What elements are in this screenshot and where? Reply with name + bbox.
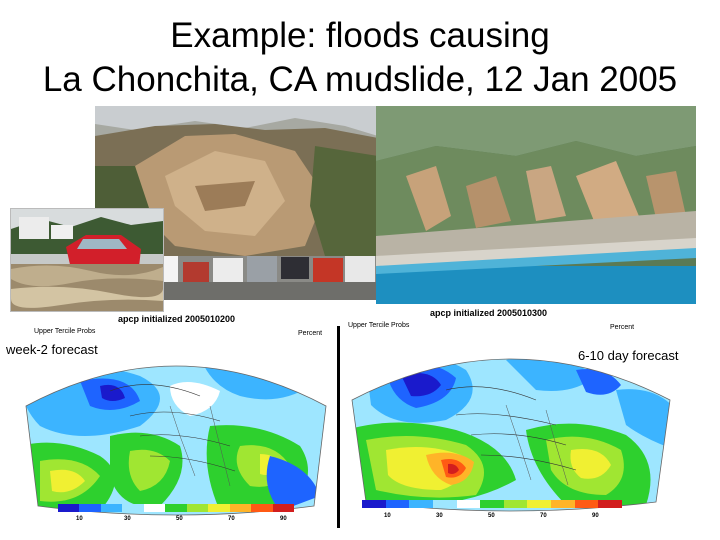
week2-map-header: apcp initialized 2005010200: [118, 314, 236, 324]
week2-colorbar-swatch: [186, 504, 209, 512]
six-ten-colorbar: [362, 500, 623, 508]
six-ten-colorbar-swatch: [598, 500, 623, 508]
week2-forecast-panel: apcp initialized 2005010200 Upper Tercil…: [0, 306, 340, 534]
title-line-1: Example: floods causing: [170, 16, 550, 55]
six-ten-forecast-label: 6-10 day forecast: [576, 348, 681, 363]
six-ten-colorbar-swatch: [551, 500, 575, 508]
six-ten-colorbar-swatch: [480, 500, 504, 508]
week2-colorbar-swatch: [229, 504, 252, 512]
week2-colorbar-tick: 10: [76, 516, 83, 522]
six-ten-percent-label: Percent: [610, 324, 635, 331]
week2-colorbar-tick: 70: [228, 516, 235, 522]
week2-percent-label: Percent: [298, 330, 323, 337]
six-ten-colorbar-tick: 50: [488, 513, 495, 519]
six-ten-colorbar-swatch: [362, 500, 386, 508]
week2-map-subheader: Upper Tercile Probs: [34, 328, 96, 335]
week2-colorbar-swatch: [272, 504, 294, 512]
six-ten-colorbar-swatch: [456, 500, 481, 508]
week2-colorbar-swatch: [100, 504, 123, 512]
six-ten-colorbar-tick: 70: [540, 513, 547, 519]
week2-colorbar-swatch: [79, 504, 101, 512]
panel-divider: [337, 326, 340, 528]
six-ten-colorbar-tick: 10: [384, 513, 391, 519]
six-ten-precip-map: [351, 358, 671, 512]
six-ten-colorbar-swatch: [503, 500, 528, 508]
week2-colorbar-swatch: [208, 504, 230, 512]
six-ten-colorbar-swatch: [574, 500, 599, 508]
six-ten-colorbar-swatch: [385, 500, 410, 508]
six-ten-colorbar-swatch: [527, 500, 552, 508]
week2-colorbar: [58, 504, 294, 512]
six-ten-colorbar-swatch: [409, 500, 433, 508]
week2-colorbar-swatch: [143, 504, 166, 512]
week2-colorbar-tick: 50: [176, 516, 183, 522]
aerial-coastline-photo: [376, 106, 696, 304]
week2-colorbar-swatch: [58, 504, 80, 512]
week2-colorbar-swatch: [122, 504, 144, 512]
six-ten-map-header: apcp initialized 2005010300: [430, 308, 548, 318]
slide-title: Example: floods causing La Chonchita, CA…: [0, 14, 720, 102]
week2-colorbar-tick: 30: [124, 516, 131, 522]
week2-precip-map: [25, 365, 327, 516]
week2-forecast-label: week-2 forecast: [4, 342, 100, 357]
six-ten-colorbar-swatch: [432, 500, 457, 508]
mudslide-photo: [95, 106, 378, 300]
week2-colorbar-swatch: [165, 504, 187, 512]
title-line-2: La Chonchita, CA mudslide, 12 Jan 2005: [42, 60, 678, 99]
six-ten-colorbar-tick: 90: [592, 513, 599, 519]
week2-colorbar-tick: 90: [280, 516, 287, 522]
six-ten-map-subheader: Upper Tercile Probs: [348, 322, 410, 329]
flooded-street-photo: [10, 208, 164, 312]
week2-colorbar-swatch: [251, 504, 273, 512]
six-ten-day-forecast-panel: apcp initialized 2005010300 Upper Tercil…: [340, 306, 720, 534]
six-ten-colorbar-tick: 30: [436, 513, 443, 519]
